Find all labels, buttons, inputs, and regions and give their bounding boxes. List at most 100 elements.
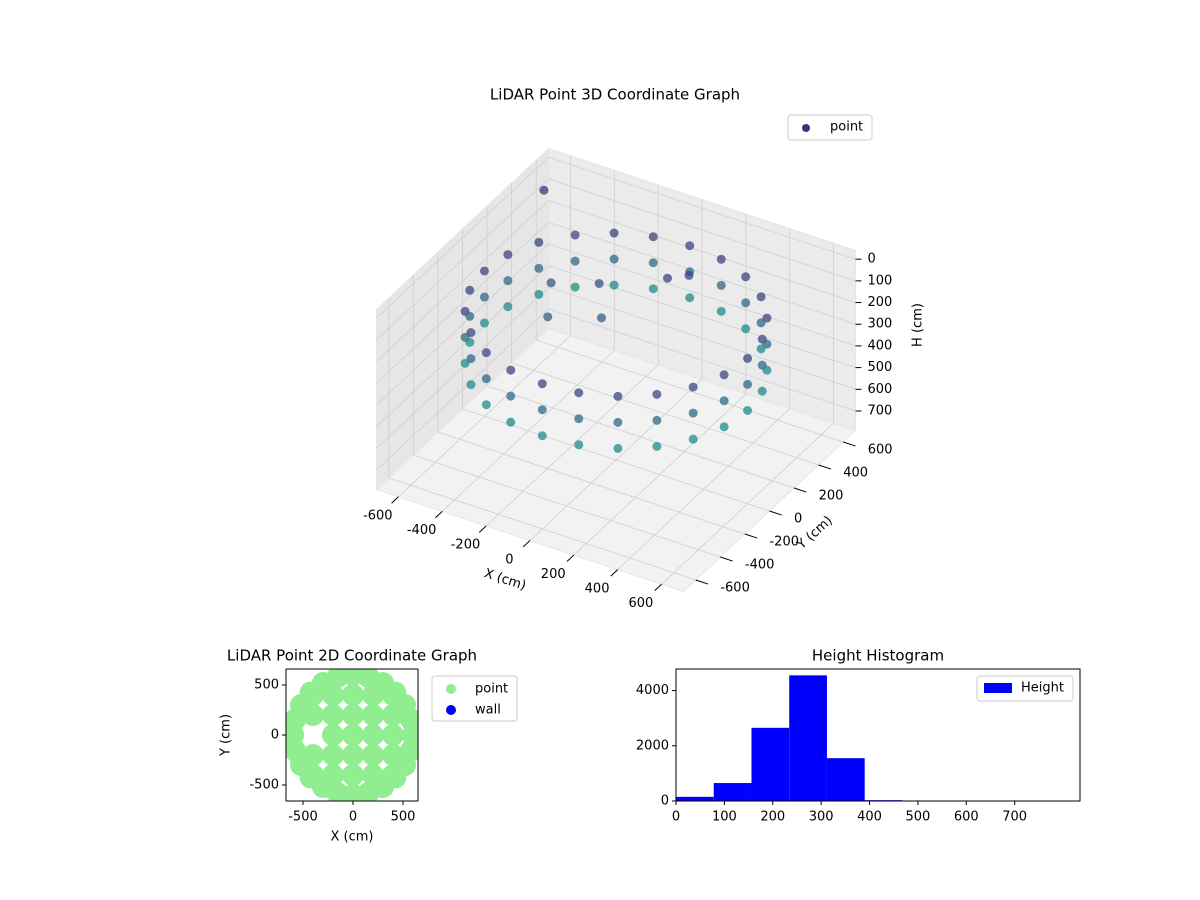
- grid-line: [437, 431, 746, 535]
- point-3d: [534, 289, 544, 299]
- histogram-bar: [751, 727, 790, 801]
- point-2d: [362, 744, 384, 766]
- z-tick-label: 600: [868, 382, 893, 397]
- y-tick-label: 500: [254, 678, 279, 693]
- point-3d: [479, 318, 489, 328]
- point-2d: [382, 704, 404, 726]
- x-tick-label: 400: [585, 581, 610, 596]
- point-3d: [688, 434, 698, 444]
- point-2d: [402, 724, 418, 746]
- grid-line: [376, 156, 549, 319]
- point-2d: [342, 764, 364, 786]
- grid-line: [376, 308, 549, 471]
- x-tick: [566, 554, 575, 562]
- point-2d: [302, 704, 324, 726]
- x-tick: [654, 583, 662, 592]
- x-tick-label: 700: [1002, 810, 1027, 825]
- y-tick-label: 200: [819, 489, 844, 504]
- y-tick-label: 0: [794, 512, 802, 527]
- point-2d: [302, 764, 324, 786]
- x-tick-label: 400: [857, 810, 882, 825]
- y-tick-label: 0: [661, 794, 669, 809]
- y-tick-label: 400: [843, 466, 868, 481]
- point-2d: [342, 669, 364, 686]
- point-3d: [756, 292, 766, 302]
- histogram-bar: [789, 675, 827, 801]
- y-tick-label: 600: [868, 443, 893, 458]
- y-tick: [793, 487, 807, 493]
- point-2d: [342, 704, 364, 726]
- x-tick-label: 200: [541, 567, 566, 582]
- x-tick: [478, 525, 487, 533]
- point-2d: [286, 724, 304, 746]
- point-3d: [743, 379, 753, 389]
- y-tick-label: 4000: [636, 683, 669, 698]
- y-tick: [744, 533, 758, 539]
- point-3d: [543, 312, 553, 322]
- point-3d: [465, 311, 475, 321]
- point-3d: [663, 273, 673, 283]
- x-tick-label: 0: [672, 810, 680, 825]
- point-3d: [465, 285, 475, 295]
- point-3d: [503, 276, 513, 286]
- point-3d: [762, 365, 772, 375]
- z-tick-label: 100: [868, 273, 893, 288]
- point-2d: [342, 684, 364, 706]
- point-2d: [382, 744, 404, 766]
- point-3d: [465, 337, 475, 347]
- x-tick: [522, 540, 531, 548]
- point-3d: [506, 391, 516, 401]
- point-2d: [302, 744, 324, 766]
- axes-frame: [675, 668, 1081, 802]
- grid-line: [376, 178, 549, 341]
- legend-label: Height: [1021, 681, 1064, 696]
- y-tick-label: -600: [720, 581, 750, 596]
- title-2d: LiDAR Point 2D Coordinate Graph: [227, 647, 477, 665]
- z-tick-label: 700: [868, 403, 893, 418]
- y-tick-label: -400: [745, 558, 775, 573]
- legend-box: [976, 675, 1074, 702]
- x-tick: [610, 569, 619, 577]
- grid-line: [548, 178, 856, 282]
- point-2d: [342, 744, 364, 766]
- point-3d: [741, 272, 751, 282]
- point-3d: [570, 282, 580, 292]
- point-3d: [613, 417, 623, 427]
- point-3d: [481, 348, 491, 358]
- point-3d: [685, 293, 695, 303]
- grid-line: [548, 308, 856, 412]
- point-3d: [574, 440, 584, 450]
- grid-line: [462, 408, 770, 512]
- grid-line: [413, 454, 721, 558]
- grid-line: [376, 265, 549, 427]
- legend-marker: [802, 124, 810, 132]
- point-3d: [716, 254, 726, 264]
- point-3d: [652, 441, 662, 451]
- point-3d: [743, 353, 753, 363]
- point-3d: [479, 266, 489, 276]
- z-tick-label: 200: [868, 295, 893, 310]
- point-3d: [716, 280, 726, 290]
- y-tick: [720, 556, 733, 562]
- y-tick: [818, 464, 832, 470]
- point-3d: [609, 228, 619, 238]
- y-tick-label: -500: [249, 778, 279, 793]
- legend-marker: [984, 683, 1012, 693]
- x-tick-label: 300: [809, 810, 834, 825]
- histogram-bar: [713, 783, 752, 801]
- point-3d: [503, 302, 513, 312]
- y-tick: [695, 579, 709, 585]
- grid-line: [376, 287, 549, 449]
- grid-line: [376, 200, 549, 362]
- legend-label: point: [475, 682, 508, 697]
- point-2d: [322, 724, 344, 746]
- point-2d: [322, 704, 344, 726]
- grid-line: [511, 362, 819, 466]
- point-3d: [481, 374, 491, 384]
- point-2d: [302, 684, 324, 706]
- grid-line: [548, 200, 856, 303]
- y-tick: [769, 510, 782, 516]
- point-3d: [652, 415, 662, 425]
- y-tick: [843, 441, 856, 447]
